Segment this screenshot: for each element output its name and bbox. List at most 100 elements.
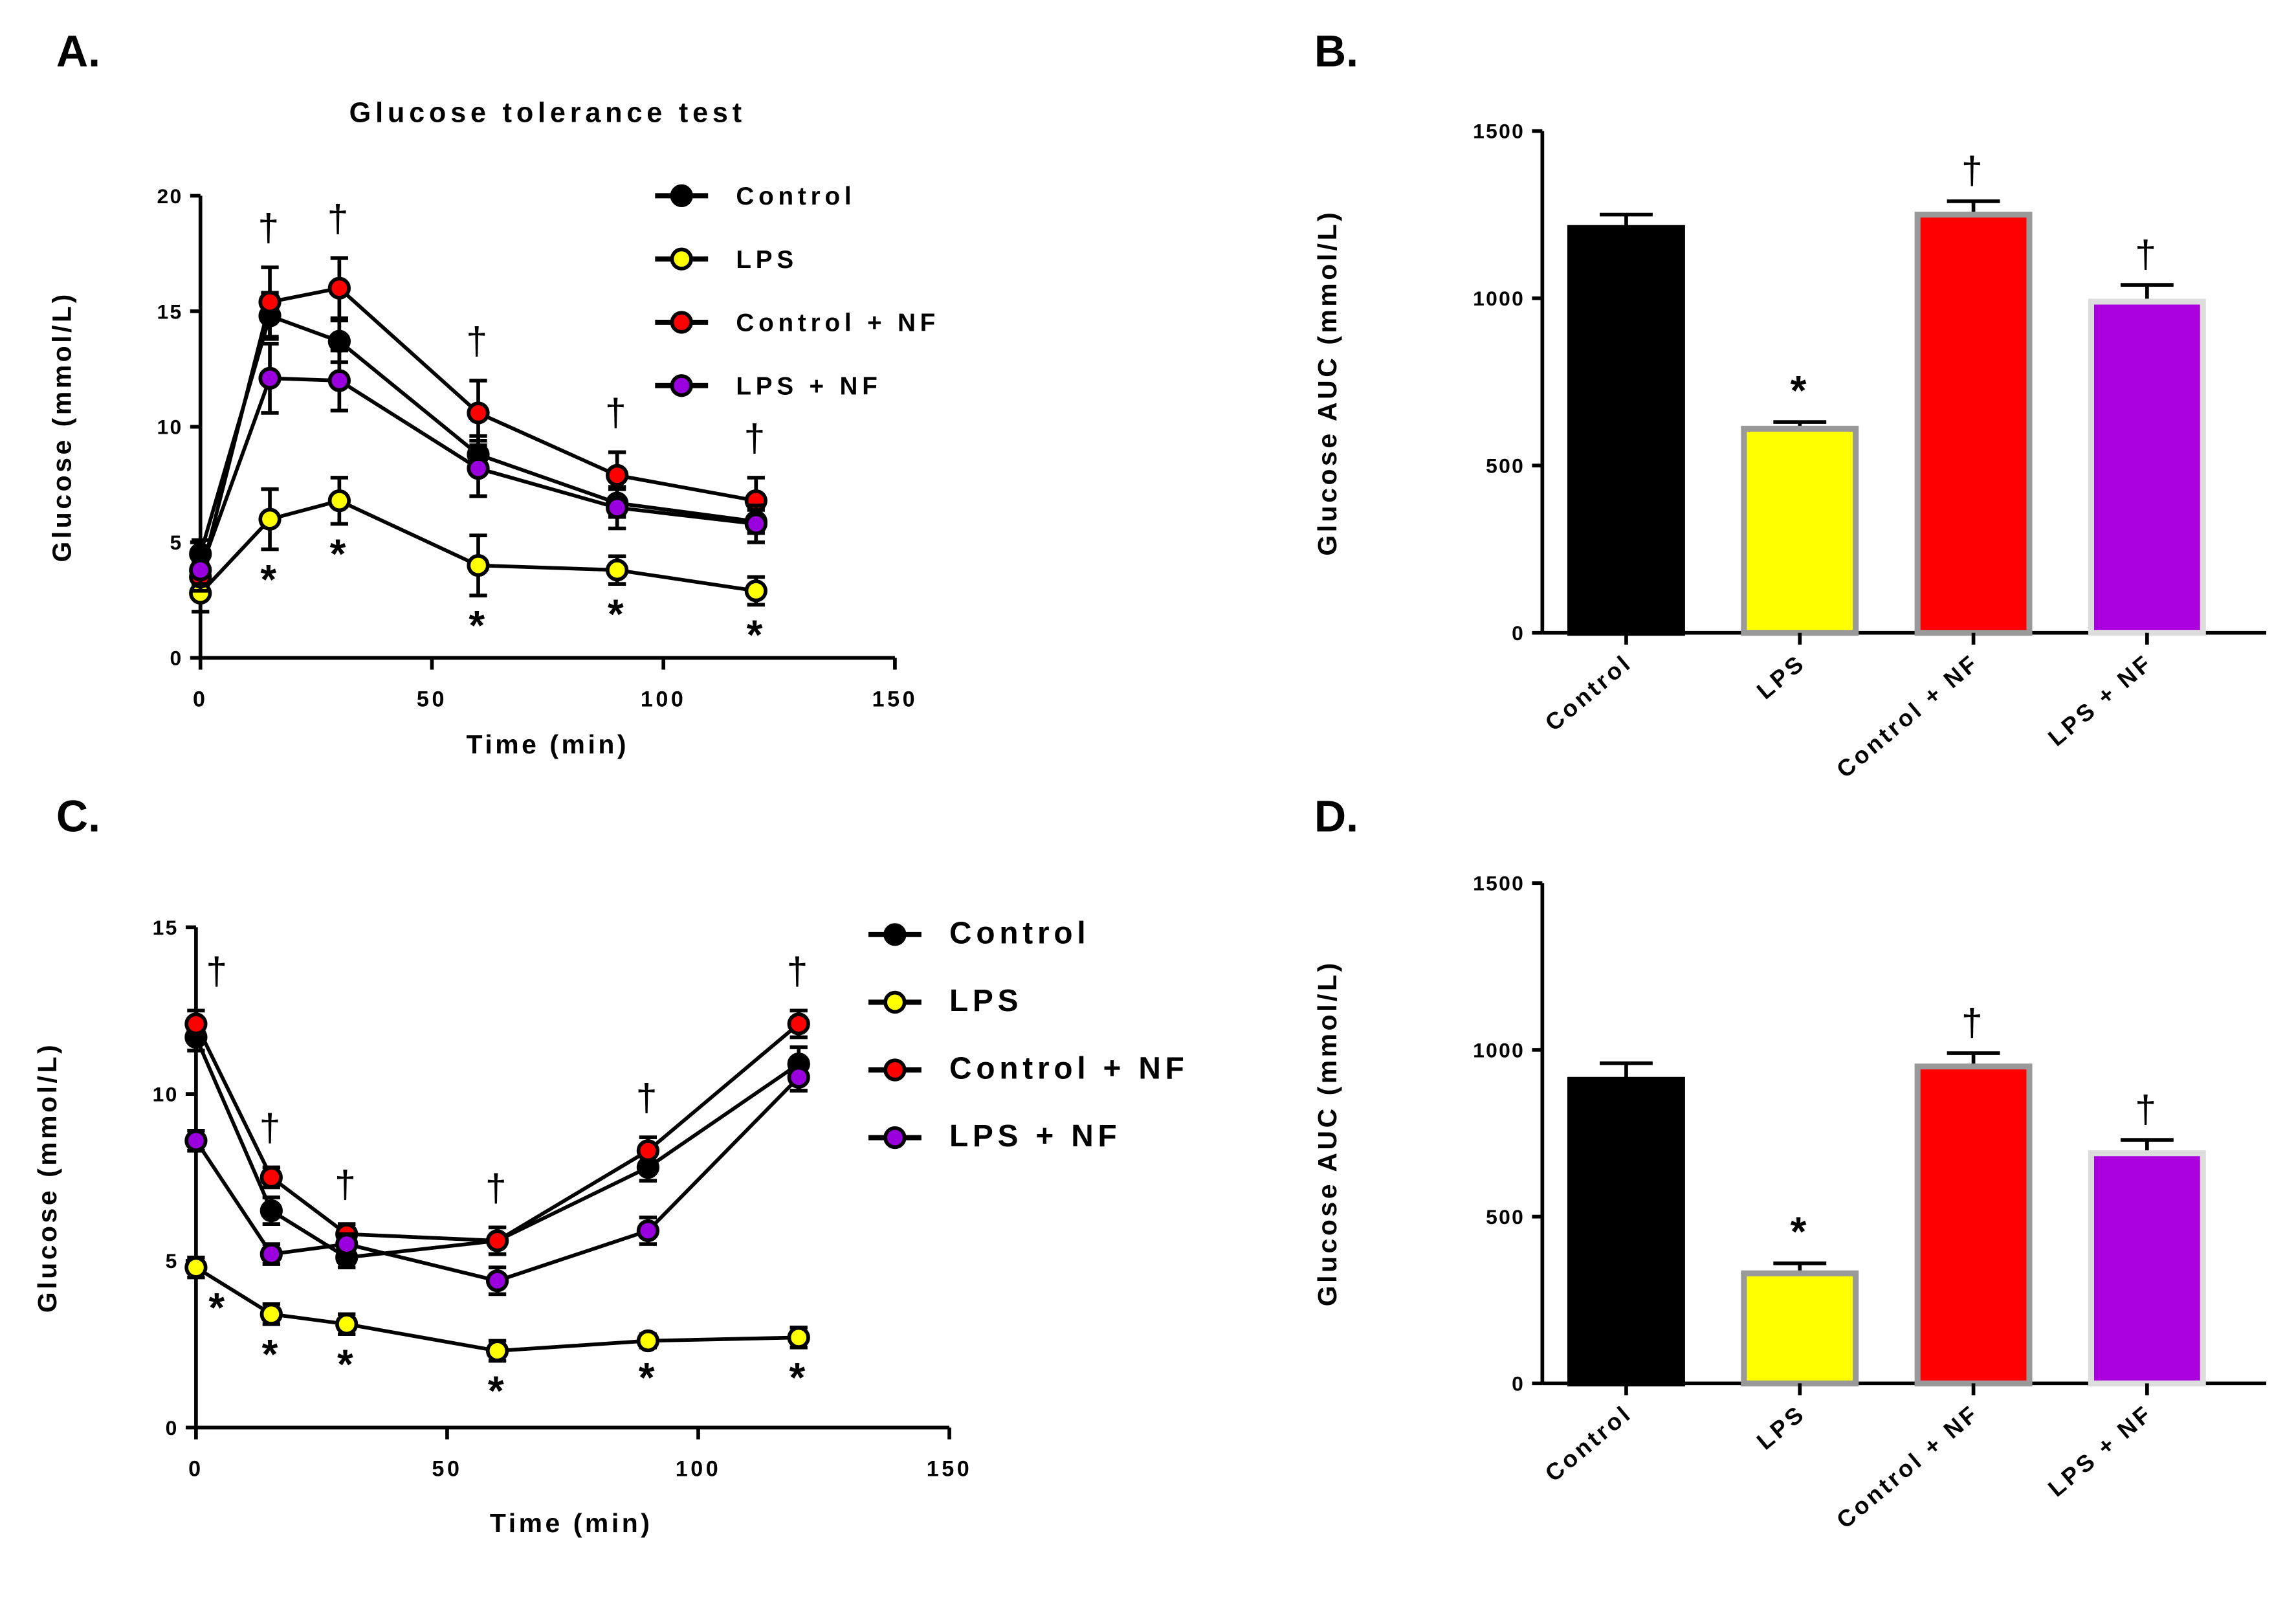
bar-lps-nf: [2088, 298, 2206, 636]
y-tick-label: 0: [1512, 621, 1525, 645]
data-point: [744, 512, 767, 535]
panel-label: C.: [56, 792, 100, 841]
series-line-lps-nf: [194, 1076, 800, 1283]
y-tick-label: 500: [1486, 1205, 1525, 1229]
data-point: [606, 496, 629, 519]
data-point: [335, 1313, 359, 1336]
dagger-marker: †: [2135, 232, 2159, 276]
asterisk-marker: *: [1791, 368, 1809, 414]
y-tick-label: 0: [1512, 1372, 1525, 1396]
data-point: [184, 1256, 208, 1279]
y-axis-label: Glucose (mmol/L): [32, 1042, 62, 1313]
y-tick-label: 1500: [1473, 120, 1525, 143]
legend-marker: [670, 184, 693, 208]
series-line-control-nf: [198, 286, 756, 578]
data-point: [485, 1269, 509, 1293]
series-line-lps-nf: [199, 376, 756, 571]
data-point: [327, 369, 351, 392]
dagger-marker: †: [327, 197, 351, 240]
data-point: [258, 366, 281, 390]
legend-label: LPS + NF: [736, 372, 881, 400]
bar-control: [1567, 225, 1685, 636]
x-tick-label: LPS: [1752, 1399, 1811, 1455]
data-point: [606, 463, 629, 487]
legend-marker: [883, 990, 907, 1014]
series-line-control: [194, 1036, 800, 1260]
data-point: [184, 1012, 208, 1036]
x-tick-label: 0: [193, 687, 208, 711]
legend-label: LPS: [736, 246, 798, 274]
data-point: [787, 1326, 810, 1349]
y-tick-label: 10: [157, 416, 182, 439]
dagger-marker: †: [1961, 1001, 1985, 1044]
asterisk-marker: *: [488, 1368, 507, 1414]
data-point: [259, 1242, 283, 1266]
y-tick-label: 1000: [1473, 1038, 1525, 1062]
dagger-marker: †: [485, 1166, 509, 1209]
x-tick-label: 150: [872, 687, 918, 711]
dagger-marker: †: [466, 319, 490, 362]
asterisk-marker: *: [608, 591, 626, 637]
data-point: [335, 1232, 359, 1256]
y-tick-label: 500: [1486, 454, 1525, 478]
data-point: [327, 489, 351, 513]
x-tick-label: 0: [188, 1457, 204, 1482]
legend-marker: [883, 1126, 907, 1150]
bar-control-nf: [1914, 1063, 2033, 1386]
data-point: [787, 1012, 810, 1036]
dagger-marker: †: [335, 1162, 359, 1206]
y-tick-label: 10: [153, 1083, 179, 1106]
y-tick-label: 5: [170, 531, 182, 554]
legend-marker: [670, 374, 693, 397]
dagger-marker: †: [259, 1106, 283, 1150]
data-point: [259, 1199, 283, 1223]
legend-marker: [670, 247, 693, 271]
y-tick-label: 15: [157, 300, 182, 323]
asterisk-marker: *: [747, 612, 766, 658]
data-point: [184, 1129, 208, 1152]
x-tick-label: 100: [676, 1457, 722, 1482]
data-point: [606, 559, 629, 582]
data-point: [485, 1229, 509, 1252]
x-axis-label: Time (min): [490, 1508, 653, 1538]
y-axis-label: Glucose AUC (mmol/L): [1312, 210, 1342, 556]
dagger-marker: †: [2135, 1087, 2159, 1131]
data-point: [636, 1139, 660, 1162]
series-line-lps: [195, 1265, 799, 1353]
y-tick-label: 1500: [1473, 872, 1525, 895]
x-tick-label: Control + NF: [1831, 1399, 1984, 1533]
data-point: [327, 276, 351, 300]
bar-control-nf: [1914, 212, 2033, 636]
y-tick-label: 1000: [1473, 287, 1525, 310]
y-tick-label: 5: [166, 1249, 179, 1273]
dagger-marker: †: [636, 1076, 660, 1119]
y-tick-label: 0: [166, 1416, 179, 1440]
x-tick-label: 150: [927, 1457, 973, 1482]
dagger-marker: †: [744, 416, 768, 460]
asterisk-marker: *: [789, 1355, 808, 1401]
asterisk-marker: *: [330, 531, 349, 577]
dagger-marker: †: [605, 391, 629, 434]
legend-marker: [883, 923, 907, 946]
asterisk-marker: *: [260, 557, 279, 603]
x-tick-label: 50: [432, 1457, 462, 1482]
dagger-marker: †: [1961, 149, 1985, 192]
x-tick-label: LPS + NF: [2043, 649, 2158, 751]
asterisk-marker: *: [337, 1341, 356, 1387]
legend-marker: [670, 311, 693, 334]
data-point: [467, 457, 490, 480]
bar-control: [1567, 1076, 1685, 1386]
bar-lps-nf: [2088, 1150, 2206, 1386]
series-line-control: [198, 313, 756, 555]
legend-label: Control + NF: [736, 309, 940, 337]
y-axis-label: Glucose (mmol/L): [47, 291, 77, 562]
data-point: [258, 290, 281, 314]
data-point: [189, 559, 212, 582]
data-point: [467, 401, 490, 425]
x-tick-label: 100: [641, 687, 687, 711]
dagger-marker: †: [206, 949, 230, 992]
asterisk-marker: *: [639, 1355, 657, 1401]
chart-title: Glucose tolerance test: [349, 98, 746, 129]
data-point: [258, 507, 281, 531]
